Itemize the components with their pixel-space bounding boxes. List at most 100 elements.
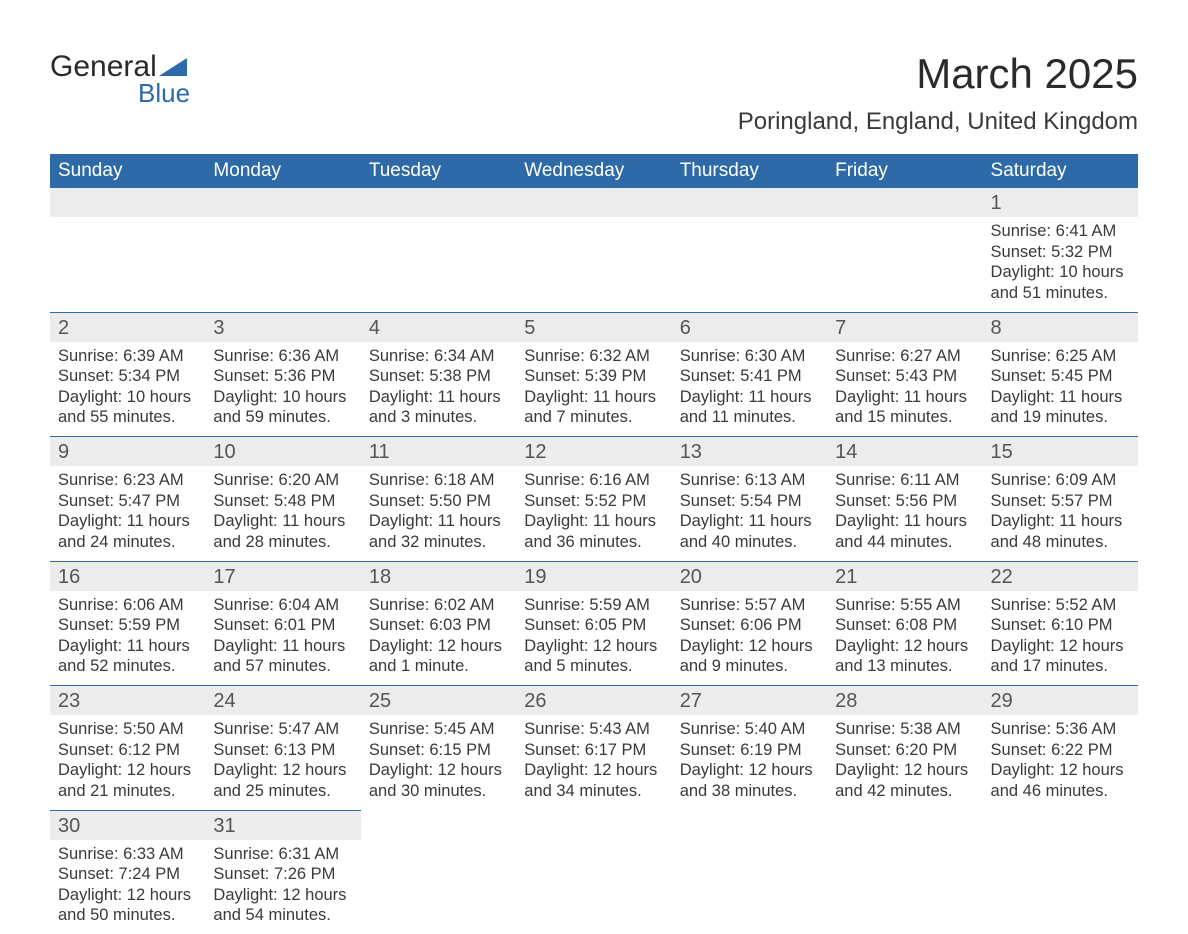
sunset-text: Sunset: 5:54 PM	[680, 491, 819, 512]
day-content-cell: Sunrise: 6:20 AMSunset: 5:48 PMDaylight:…	[205, 466, 360, 561]
day-header-row: Sunday Monday Tuesday Wednesday Thursday…	[50, 154, 1138, 188]
dl2-text: and 1 minute.	[369, 656, 508, 677]
dl2-text: and 57 minutes.	[213, 656, 352, 677]
day-header: Thursday	[672, 154, 827, 188]
dl2-text: and 21 minutes.	[58, 781, 197, 802]
day-number-cell: 22	[983, 561, 1138, 591]
day-number-cell	[983, 810, 1138, 840]
sunrise-text: Sunrise: 6:25 AM	[991, 346, 1130, 367]
day-number-cell: 14	[827, 437, 982, 467]
day-number-cell: 19	[516, 561, 671, 591]
day-number-row: 2345678	[50, 312, 1138, 342]
sunrise-text: Sunrise: 6:33 AM	[58, 844, 197, 865]
dl1-text: Daylight: 12 hours	[680, 636, 819, 657]
sunset-text: Sunset: 5:50 PM	[369, 491, 508, 512]
dl2-text: and 59 minutes.	[213, 407, 352, 428]
dl1-text: Daylight: 12 hours	[58, 760, 197, 781]
sunrise-text: Sunrise: 6:39 AM	[58, 346, 197, 367]
day-header: Friday	[827, 154, 982, 188]
day-number: 13	[672, 437, 827, 466]
dl2-text: and 44 minutes.	[835, 532, 974, 553]
day-number-row: 1	[50, 188, 1138, 217]
day-number-cell: 30	[50, 810, 205, 840]
dl1-text: Daylight: 12 hours	[991, 636, 1130, 657]
sunset-text: Sunset: 5:45 PM	[991, 366, 1130, 387]
day-number-cell: 6	[672, 312, 827, 342]
day-number: 9	[50, 437, 205, 466]
day-number: 6	[672, 313, 827, 342]
dl2-text: and 24 minutes.	[58, 532, 197, 553]
day-header: Tuesday	[361, 154, 516, 188]
sunset-text: Sunset: 5:47 PM	[58, 491, 197, 512]
day-number-cell: 11	[361, 437, 516, 467]
dl1-text: Daylight: 11 hours	[991, 511, 1130, 532]
day-number: 14	[827, 437, 982, 466]
dl2-text: and 13 minutes.	[835, 656, 974, 677]
dl1-text: Daylight: 12 hours	[991, 760, 1130, 781]
sunrise-text: Sunrise: 5:57 AM	[680, 595, 819, 616]
day-content-row: Sunrise: 6:39 AMSunset: 5:34 PMDaylight:…	[50, 342, 1138, 437]
sunset-text: Sunset: 6:22 PM	[991, 740, 1130, 761]
dl2-text: and 15 minutes.	[835, 407, 974, 428]
dl2-text: and 17 minutes.	[991, 656, 1130, 677]
day-content-cell: Sunrise: 6:36 AMSunset: 5:36 PMDaylight:…	[205, 342, 360, 437]
sunset-text: Sunset: 6:12 PM	[58, 740, 197, 761]
dl2-text: and 55 minutes.	[58, 407, 197, 428]
dl2-text: and 54 minutes.	[213, 905, 352, 926]
day-number: 17	[205, 562, 360, 591]
sunrise-text: Sunrise: 5:55 AM	[835, 595, 974, 616]
dl1-text: Daylight: 12 hours	[524, 636, 663, 657]
day-number-cell	[516, 188, 671, 217]
day-content-cell: Sunrise: 6:16 AMSunset: 5:52 PMDaylight:…	[516, 466, 671, 561]
day-number: 20	[672, 562, 827, 591]
dl2-text: and 50 minutes.	[58, 905, 197, 926]
day-number-cell: 3	[205, 312, 360, 342]
sunrise-text: Sunrise: 6:32 AM	[524, 346, 663, 367]
day-content-cell: Sunrise: 6:27 AMSunset: 5:43 PMDaylight:…	[827, 342, 982, 437]
day-number: 18	[361, 562, 516, 591]
sunrise-text: Sunrise: 6:18 AM	[369, 470, 508, 491]
day-number-cell	[361, 188, 516, 217]
day-number: 29	[983, 686, 1138, 715]
dl2-text: and 25 minutes.	[213, 781, 352, 802]
day-header: Wednesday	[516, 154, 671, 188]
day-number: 7	[827, 313, 982, 342]
day-number-cell: 20	[672, 561, 827, 591]
day-number: 11	[361, 437, 516, 466]
header: General Blue March 2025 Poringland, Engl…	[50, 50, 1138, 136]
day-content-cell: Sunrise: 6:23 AMSunset: 5:47 PMDaylight:…	[50, 466, 205, 561]
dl1-text: Daylight: 11 hours	[524, 511, 663, 532]
day-content-cell: Sunrise: 6:31 AMSunset: 7:26 PMDaylight:…	[205, 840, 360, 934]
sunset-text: Sunset: 6:10 PM	[991, 615, 1130, 636]
day-number-cell	[827, 188, 982, 217]
sunset-text: Sunset: 6:15 PM	[369, 740, 508, 761]
sunset-text: Sunset: 6:03 PM	[369, 615, 508, 636]
dl1-text: Daylight: 12 hours	[58, 885, 197, 906]
day-number: 2	[50, 313, 205, 342]
sunset-text: Sunset: 6:13 PM	[213, 740, 352, 761]
day-number-row: 23242526272829	[50, 686, 1138, 716]
day-number-cell	[827, 810, 982, 840]
dl1-text: Daylight: 12 hours	[680, 760, 819, 781]
calendar-table: Sunday Monday Tuesday Wednesday Thursday…	[50, 154, 1138, 934]
sunset-text: Sunset: 5:39 PM	[524, 366, 663, 387]
dl1-text: Daylight: 11 hours	[680, 511, 819, 532]
logo-text-bottom: Blue	[138, 78, 190, 109]
day-content-cell: Sunrise: 5:45 AMSunset: 6:15 PMDaylight:…	[361, 715, 516, 810]
sunset-text: Sunset: 5:36 PM	[213, 366, 352, 387]
dl1-text: Daylight: 11 hours	[991, 387, 1130, 408]
day-number-cell	[672, 810, 827, 840]
day-number-cell: 31	[205, 810, 360, 840]
sunrise-text: Sunrise: 6:09 AM	[991, 470, 1130, 491]
location: Poringland, England, United Kingdom	[738, 108, 1138, 136]
day-number: 23	[50, 686, 205, 715]
day-content-cell: Sunrise: 6:41 AMSunset: 5:32 PMDaylight:…	[983, 217, 1138, 312]
day-number-row: 16171819202122	[50, 561, 1138, 591]
day-number-cell: 15	[983, 437, 1138, 467]
day-content-cell: Sunrise: 5:50 AMSunset: 6:12 PMDaylight:…	[50, 715, 205, 810]
dl1-text: Daylight: 12 hours	[213, 760, 352, 781]
day-content-cell: Sunrise: 6:30 AMSunset: 5:41 PMDaylight:…	[672, 342, 827, 437]
day-number: 22	[983, 562, 1138, 591]
sunrise-text: Sunrise: 5:38 AM	[835, 719, 974, 740]
day-content-cell	[827, 217, 982, 312]
